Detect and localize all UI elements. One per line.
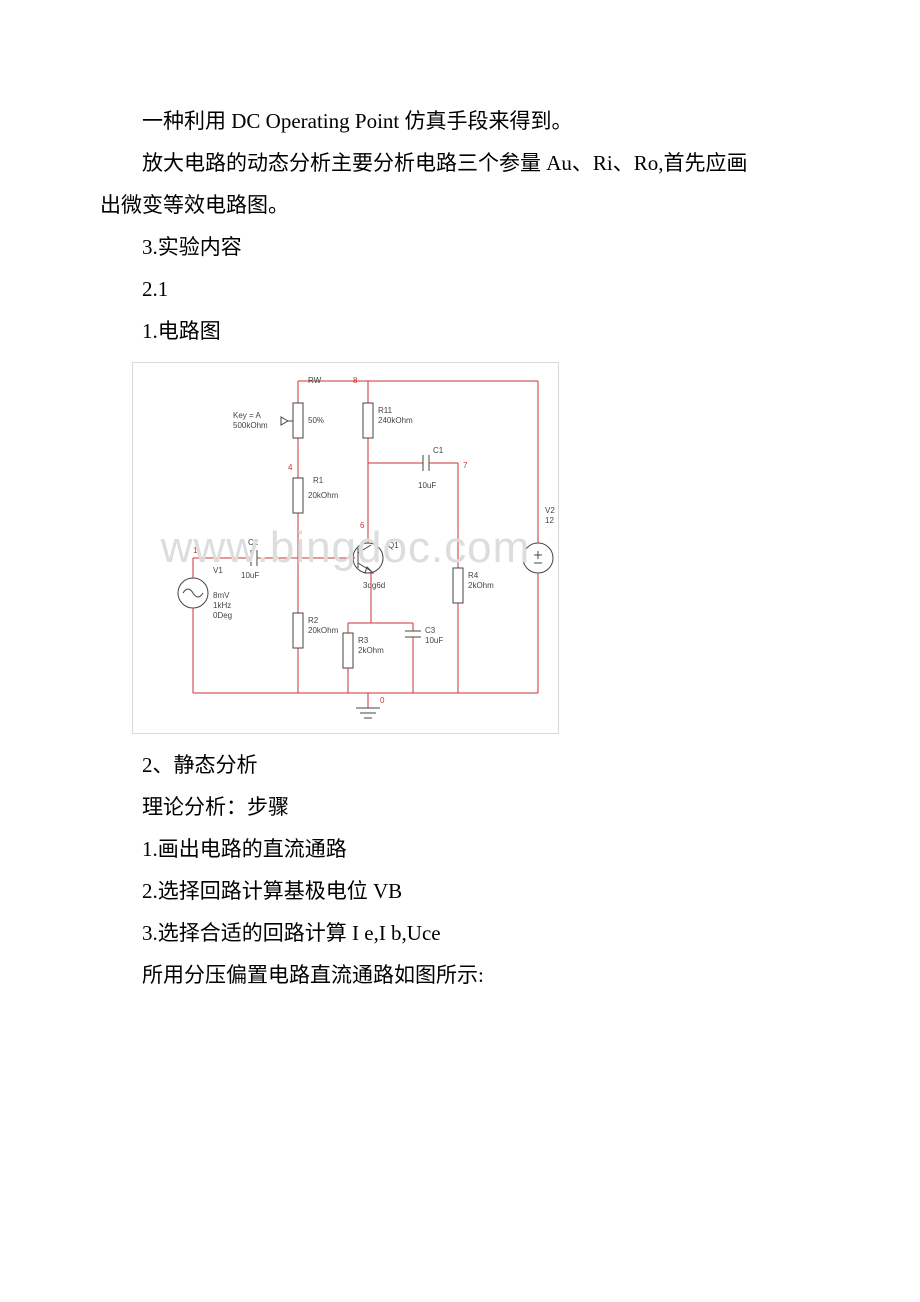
comp-label-r1: R1	[313, 476, 324, 485]
comp-label-r3: R3	[358, 636, 369, 645]
paragraph: 2、静态分析	[100, 744, 820, 786]
comp-label-v1: V1	[213, 566, 223, 575]
paragraph: 3.选择合适的回路计算 I e,I b,Uce	[100, 912, 820, 954]
paragraph: 所用分压偏置电路直流通路如图所示:	[100, 954, 820, 996]
comp-label-pot-val: 500kOhm	[233, 421, 268, 430]
comp-label-q1: Q1	[388, 541, 399, 550]
paragraph: 3.实验内容	[100, 226, 820, 268]
circuit-svg: RW Key = A 500kOhm 50% R11 240kOhm 4 R1 …	[133, 363, 558, 733]
comp-label-c3: C3	[425, 626, 436, 635]
paragraph: 一种利用 DC Operating Point 仿真手段来得到。	[100, 100, 820, 142]
paragraph: 放大电路的动态分析主要分析电路三个参量 Au、Ri、Ro,首先应画	[100, 142, 820, 184]
node-label: 4	[288, 463, 293, 472]
node-label: 6	[360, 521, 365, 530]
paragraph: 2.选择回路计算基极电位 VB	[100, 870, 820, 912]
comp-label-r3-val: 2kOhm	[358, 646, 384, 655]
comp-label-c3-val: 10uF	[425, 636, 443, 645]
comp-label-rw: RW	[308, 376, 322, 385]
comp-label-r11: R11	[378, 406, 393, 415]
comp-label-c1: C1	[433, 446, 444, 455]
comp-label-r1-val: 20kOhm	[308, 491, 339, 500]
comp-label-c2-val: 10uF	[241, 571, 259, 580]
node-label: 1	[193, 546, 198, 555]
comp-label-r2: R2	[308, 616, 319, 625]
comp-label-v2: V2	[545, 506, 555, 515]
comp-label-v1-freq: 1kHz	[213, 601, 231, 610]
comp-label-r4-val: 2kOhm	[468, 581, 494, 590]
comp-label-v1-phase: 0Deg	[213, 611, 232, 620]
paragraph: 1.电路图	[100, 310, 820, 352]
paragraph: 2.1	[100, 268, 820, 310]
node-label: 8	[353, 376, 358, 385]
document-page: 一种利用 DC Operating Point 仿真手段来得到。 放大电路的动态…	[0, 0, 920, 1056]
node-label: 7	[463, 461, 468, 470]
circuit-diagram: RW Key = A 500kOhm 50% R11 240kOhm 4 R1 …	[132, 362, 559, 734]
comp-label-pot-pct: 50%	[308, 416, 324, 425]
comp-label-r4: R4	[468, 571, 479, 580]
comp-label-q1-model: 3dg6d	[363, 581, 385, 590]
paragraph: 理论分析：步骤	[100, 786, 820, 828]
comp-label-v2-val: 12	[545, 516, 554, 525]
comp-label-r2-val: 20kOhm	[308, 626, 339, 635]
paragraph: 出微变等效电路图。	[100, 184, 820, 226]
comp-label-r11-val: 240kOhm	[378, 416, 413, 425]
node-label: 0	[380, 696, 385, 705]
comp-label-c1-val: 10uF	[418, 481, 436, 490]
comp-label-v1-amp: 8mV	[213, 591, 230, 600]
comp-label-key: Key = A	[233, 411, 261, 420]
comp-label-c2: C2	[248, 538, 259, 547]
paragraph: 1.画出电路的直流通路	[100, 828, 820, 870]
